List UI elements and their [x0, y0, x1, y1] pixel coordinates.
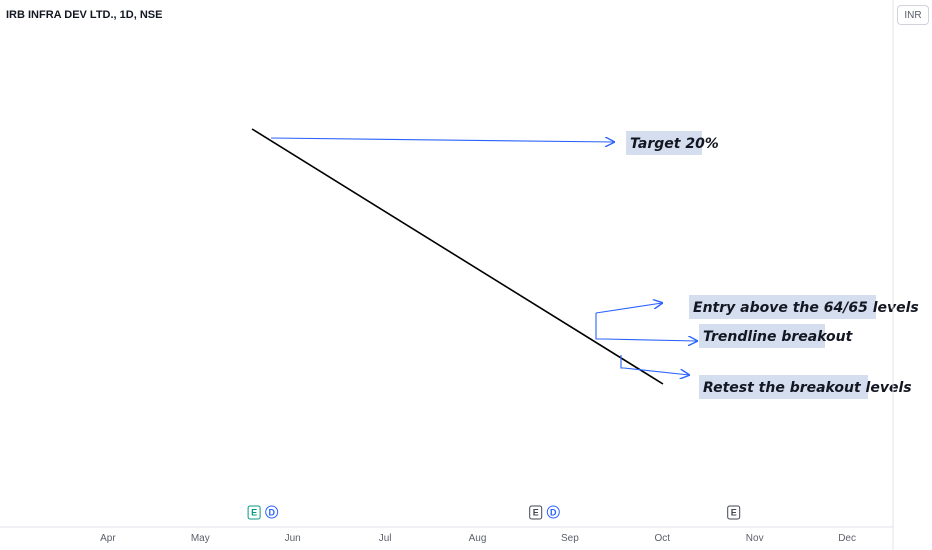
annotation-box [689, 295, 876, 319]
annotation-connector [595, 313, 604, 340]
month-tick-label: Jun [285, 533, 301, 544]
event-marker-letter: E [251, 508, 257, 518]
month-tick-label: Sep [561, 533, 579, 544]
annotation-arrow [270, 138, 614, 142]
annotation-connector [620, 355, 624, 369]
time-axis[interactable]: Apr May Jun Jul Aug Sep Oct Nov Dec [0, 526, 893, 544]
price-axis[interactable]: 52.0054.0056.0058.0060.0062.0064.0066.00… [892, 0, 930, 550]
annotation-label: Entry above the 64/65 levels [693, 300, 919, 316]
descending-trendline [251, 128, 664, 385]
dividend-marker [546, 505, 560, 519]
event-marker-letter: D [268, 508, 275, 518]
annotation-box [699, 324, 825, 348]
month-tick-label: May [191, 533, 210, 544]
annotation-label: Target 20% [630, 136, 719, 152]
month-tick-label: Nov [746, 533, 764, 544]
annotation-arrow [603, 339, 697, 341]
event-marker-letter: E [731, 508, 737, 518]
month-tick-label: Apr [100, 533, 116, 544]
month-tick-label: Oct [655, 533, 671, 544]
annotation-arrow [595, 303, 662, 314]
earnings-marker [727, 505, 741, 520]
annotation-label: Trendline breakout [703, 329, 854, 345]
symbol-title: IRB INFRA DEV LTD., 1D, NSE [6, 9, 163, 21]
annotation-label: Retest the breakout levels [703, 380, 912, 396]
month-tick-label: Dec [838, 533, 856, 544]
annotation-box [626, 131, 702, 155]
dividend-marker [265, 505, 279, 519]
annotation-arrow [623, 367, 689, 375]
month-tick-label: Aug [469, 533, 487, 544]
earnings-marker [529, 505, 543, 520]
event-marker-letter: E [533, 508, 539, 518]
month-tick-label: Jul [379, 533, 392, 544]
event-marker-letter: D [550, 508, 557, 518]
earnings-marker [247, 505, 261, 520]
currency-button[interactable]: INR [897, 5, 929, 25]
drawings-layer: Target 20% Entry above the 64/65 levels Tr… [251, 128, 919, 399]
annotation-box [699, 375, 868, 399]
